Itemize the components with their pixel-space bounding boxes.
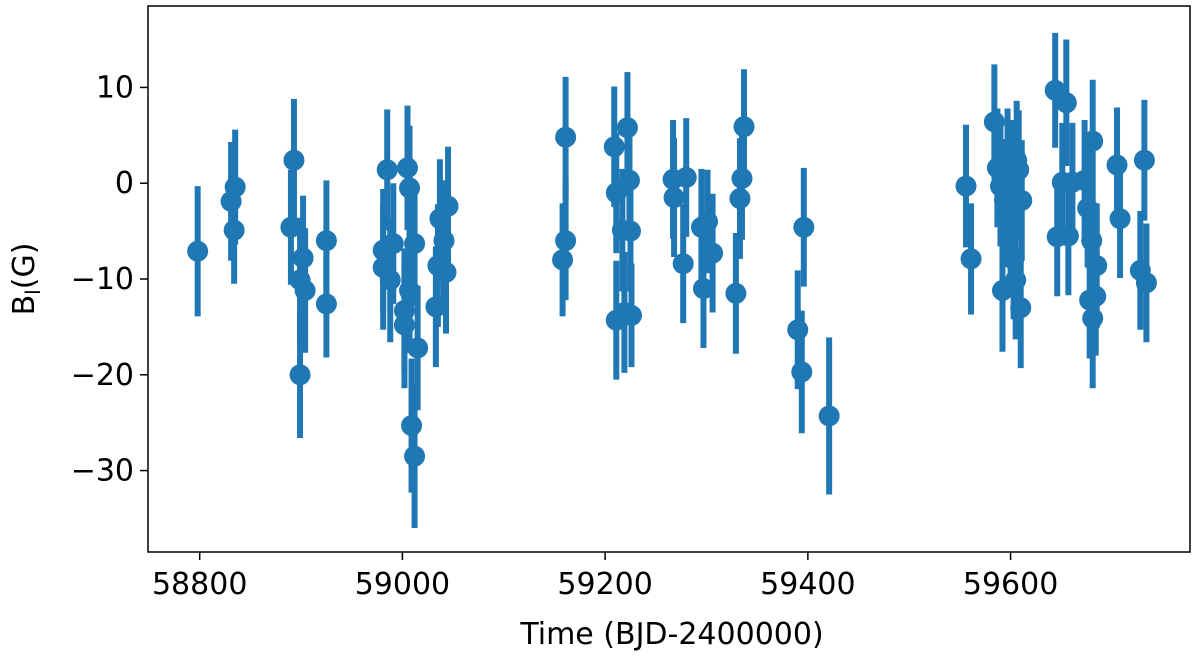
data-point bbox=[399, 279, 421, 301]
data-point bbox=[1055, 92, 1077, 114]
data-point bbox=[1109, 208, 1131, 230]
data-point bbox=[692, 278, 714, 300]
data-point bbox=[401, 415, 423, 437]
data-point bbox=[396, 157, 418, 179]
data-point bbox=[619, 220, 641, 242]
data-point bbox=[1086, 255, 1108, 277]
x-tick-label: 59000 bbox=[355, 567, 450, 602]
x-tick-label: 59600 bbox=[963, 567, 1058, 602]
data-point bbox=[620, 304, 642, 326]
data-point bbox=[315, 230, 337, 252]
data-point bbox=[1008, 159, 1030, 181]
data-point bbox=[437, 195, 459, 217]
data-point bbox=[733, 116, 755, 138]
data-point bbox=[729, 188, 751, 210]
data-point bbox=[675, 166, 697, 188]
data-point bbox=[1010, 297, 1032, 319]
x-tick-label: 59200 bbox=[557, 567, 652, 602]
data-point bbox=[603, 136, 625, 158]
y-label-unit: (G) bbox=[7, 243, 42, 290]
data-point bbox=[289, 364, 311, 386]
data-point bbox=[793, 216, 815, 238]
y-tick-label: −30 bbox=[71, 454, 134, 489]
data-point bbox=[283, 149, 305, 171]
data-point bbox=[555, 126, 577, 148]
data-point bbox=[616, 117, 638, 139]
data-point bbox=[404, 445, 426, 467]
data-point bbox=[1074, 169, 1096, 191]
x-axis-label: Time (BJD-2400000) bbox=[519, 617, 823, 652]
data-point bbox=[187, 240, 209, 262]
data-point bbox=[1005, 269, 1027, 291]
y-label-sub: l bbox=[21, 289, 45, 295]
x-tick-label: 58800 bbox=[152, 567, 247, 602]
data-point bbox=[672, 253, 694, 275]
data-point bbox=[1081, 230, 1103, 252]
data-point bbox=[399, 177, 421, 199]
data-point bbox=[223, 219, 245, 241]
data-point bbox=[1077, 197, 1099, 219]
data-point bbox=[725, 282, 747, 304]
data-point bbox=[1082, 307, 1104, 329]
data-point bbox=[433, 230, 455, 252]
data-point bbox=[404, 233, 426, 255]
data-point bbox=[1000, 222, 1022, 244]
data-point bbox=[1085, 285, 1107, 307]
data-point bbox=[702, 242, 724, 264]
data-point bbox=[787, 319, 809, 341]
data-point bbox=[555, 230, 577, 252]
data-point bbox=[280, 216, 302, 238]
data-point bbox=[1057, 225, 1079, 247]
y-tick-label: −20 bbox=[71, 358, 134, 393]
data-point bbox=[1106, 154, 1128, 176]
data-point bbox=[292, 247, 314, 269]
data-point bbox=[663, 187, 685, 209]
data-point bbox=[1082, 130, 1104, 152]
data-point bbox=[315, 293, 337, 315]
data-point bbox=[791, 361, 813, 383]
data-point bbox=[618, 169, 640, 191]
data-point bbox=[697, 211, 719, 233]
data-point bbox=[294, 279, 316, 301]
y-tick-label: −10 bbox=[71, 262, 134, 297]
y-label-main: B bbox=[7, 295, 42, 316]
data-point bbox=[731, 167, 753, 189]
data-point bbox=[1011, 189, 1033, 211]
data-point bbox=[552, 249, 574, 271]
data-point bbox=[955, 175, 977, 197]
data-point bbox=[435, 261, 457, 283]
data-point bbox=[425, 296, 447, 318]
data-point bbox=[393, 300, 415, 322]
data-point bbox=[379, 269, 401, 291]
data-point bbox=[393, 314, 415, 336]
x-tick-label: 59400 bbox=[760, 567, 855, 602]
data-point bbox=[382, 233, 404, 255]
data-point bbox=[1133, 149, 1155, 171]
data-point bbox=[224, 176, 246, 198]
y-tick-label: 0 bbox=[115, 166, 134, 201]
data-point bbox=[1135, 272, 1157, 294]
data-point bbox=[1003, 249, 1025, 271]
data-point bbox=[818, 405, 840, 427]
data-point bbox=[407, 337, 429, 359]
y-axis-label: Bl(G) bbox=[7, 243, 45, 316]
plot-frame bbox=[147, 5, 1191, 553]
data-point bbox=[376, 159, 398, 181]
y-tick-label: 10 bbox=[96, 70, 134, 105]
data-point bbox=[983, 111, 1005, 133]
data-point bbox=[960, 248, 982, 270]
data-point bbox=[605, 182, 627, 204]
